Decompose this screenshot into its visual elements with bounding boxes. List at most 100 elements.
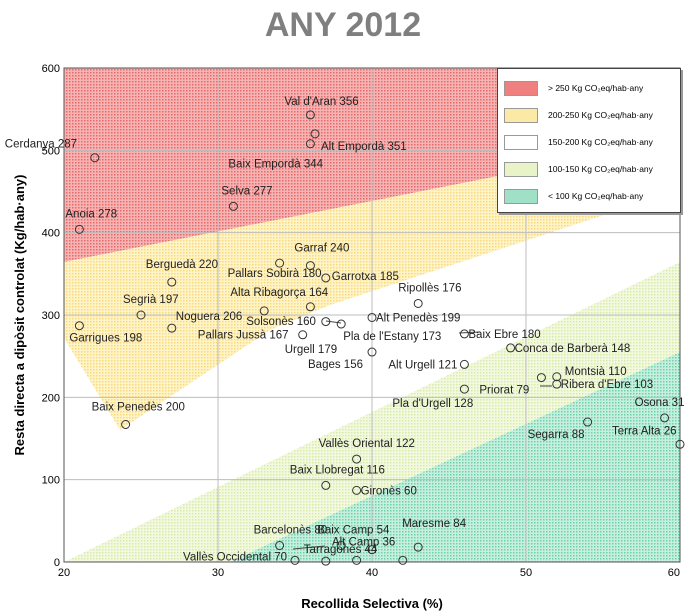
point-label: Alt Empordà 351	[321, 141, 407, 153]
data-point	[675, 439, 685, 449]
data-point	[298, 330, 308, 340]
point-label: Cerdanya 287	[5, 139, 77, 151]
band-under-100	[230, 352, 680, 562]
data-point	[121, 420, 131, 430]
data-point	[275, 258, 285, 268]
data-point	[167, 277, 177, 287]
data-point	[413, 298, 423, 308]
data-point	[228, 201, 238, 211]
data-point	[90, 153, 100, 163]
data-point	[167, 323, 177, 333]
legend-item: 150-200 Kg CO₂eq/hab·any	[504, 133, 653, 151]
point-label: Pallars Sobirà 180	[228, 268, 322, 280]
data-point	[552, 379, 562, 389]
y-tick-label: 600	[42, 63, 60, 75]
data-point	[506, 343, 516, 353]
y-tick-label: 500	[42, 145, 60, 157]
point-label: Vallès Occidental 70	[183, 551, 287, 563]
point-label: Segrià 197	[123, 294, 179, 306]
point-label: Vallès Oriental 122	[319, 438, 415, 450]
legend: > 250 Kg CO₂eq/hab·any 200-250 Kg CO₂eq/h…	[497, 68, 681, 213]
point-label: Alta Ribagorça 164	[230, 287, 328, 299]
data-point	[398, 555, 408, 565]
connector	[325, 320, 342, 324]
legend-swatch	[504, 107, 538, 123]
point-label: Alt Camp 36	[332, 537, 395, 549]
data-point	[275, 541, 285, 551]
point-label: Priorat 79	[479, 385, 529, 397]
point-label: Osona 31	[635, 397, 685, 409]
point-label: Baix Empordà 344	[228, 159, 323, 171]
y-tick-label: 200	[42, 392, 60, 404]
point-label: Selva 277	[221, 185, 272, 197]
connector	[458, 331, 481, 334]
data-point	[321, 556, 331, 566]
legend-swatch	[504, 188, 538, 204]
y-tick-label: 0	[54, 557, 60, 569]
data-point	[336, 541, 346, 551]
point-label: Ripollès 176	[398, 282, 461, 294]
point-label: Alt Urgell 121	[388, 359, 457, 371]
data-point	[459, 359, 469, 369]
data-point	[321, 317, 331, 327]
data-point	[290, 555, 300, 565]
chart-title: ANY 2012	[264, 6, 422, 44]
data-point	[305, 110, 315, 120]
point-label: Anoia 278	[65, 208, 117, 220]
legend-label: 150-200 Kg CO₂eq/hab·any	[548, 137, 653, 147]
data-point	[352, 555, 362, 565]
point-label: Urgell 179	[285, 344, 337, 356]
point-label: Montsià 110	[565, 366, 627, 378]
x-tick-label: 30	[212, 567, 224, 579]
data-point	[310, 129, 320, 139]
point-label: Tarragonès 44	[304, 544, 378, 556]
data-points: Val d'Aran 356 Alt Empordà 351 Baix Empord…	[5, 96, 685, 566]
legend-item: 200-250 Kg CO₂eq/hab·any	[504, 106, 653, 124]
point-label: Pallars Jussà 167	[198, 330, 289, 342]
data-point	[352, 485, 362, 495]
legend-label: 100-150 Kg CO₂eq/hab·any	[548, 164, 653, 174]
legend-item: 100-150 Kg CO₂eq/hab·any	[504, 160, 653, 178]
plot-frame	[63, 67, 681, 563]
y-axis-title: Resta directa a dipòsit controlat (Kg/ha…	[12, 175, 27, 456]
data-point	[305, 302, 315, 312]
data-point	[74, 224, 84, 234]
point-label: Terra Alta 26	[612, 425, 677, 437]
data-point	[305, 261, 315, 271]
data-point	[583, 417, 593, 427]
point-label: Baix Llobregat 116	[290, 464, 385, 476]
data-point	[552, 372, 562, 382]
x-axis-title: Recollida Selectiva (%)	[301, 596, 443, 611]
point-label: Garraf 240	[294, 243, 349, 255]
point-label: Alt Penedès 199	[376, 312, 460, 324]
x-tick-label: 40	[366, 567, 378, 579]
data-point	[352, 454, 362, 464]
point-label: Gironès 60	[361, 485, 417, 497]
point-label: Bages 156	[308, 359, 363, 371]
data-point	[536, 373, 546, 383]
point-label: Baix Penedès 200	[92, 402, 185, 414]
legend-label: 200-250 Kg CO₂eq/hab·any	[548, 110, 653, 120]
data-point	[321, 480, 331, 490]
point-label: Barcelonès 80	[254, 525, 328, 537]
data-point	[74, 321, 84, 331]
point-label: Garrigues 198	[69, 333, 142, 345]
point-label: Noguera 206	[176, 311, 243, 323]
data-point	[459, 329, 469, 339]
data-point	[259, 306, 269, 316]
data-point	[367, 312, 377, 322]
point-label: Pla d'Urgell 128	[392, 398, 473, 410]
y-axis: 0 100 200 300 400 500 600	[42, 63, 60, 569]
legend-swatch	[504, 161, 538, 177]
y-tick-label: 300	[42, 310, 60, 322]
data-point	[321, 273, 331, 283]
legend-item: > 250 Kg CO₂eq/hab·any	[504, 79, 643, 97]
point-label: Conca de Barberà 148	[515, 343, 631, 355]
legend-swatch	[504, 80, 538, 96]
point-label: Garrotxa 185	[332, 271, 399, 283]
connector	[292, 545, 326, 550]
x-tick-label: 50	[520, 567, 532, 579]
point-label: Segarra 88	[528, 429, 585, 441]
y-tick-label: 100	[42, 475, 60, 487]
